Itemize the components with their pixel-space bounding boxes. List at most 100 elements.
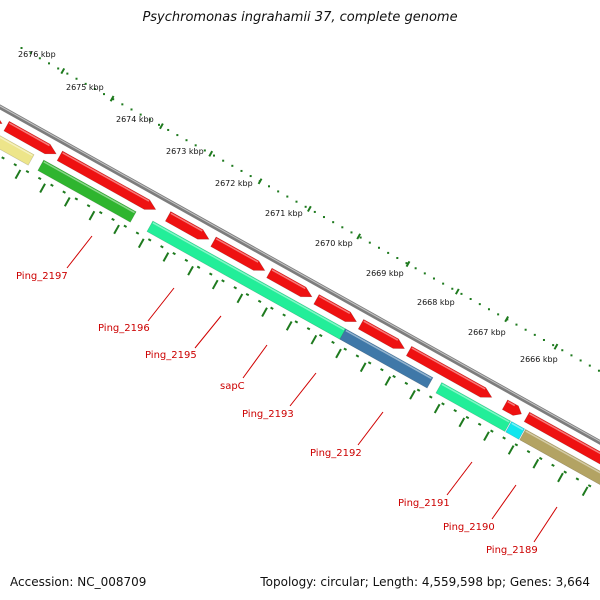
ruler-label: 2666 kbp: [520, 355, 558, 364]
inner-tick-dot: [477, 422, 482, 426]
gene-label: Ping_2192: [310, 448, 362, 459]
gene-label: Ping_2191: [398, 498, 450, 509]
accession-text: Accession: NC_008709: [10, 575, 147, 589]
ruler-dot: [570, 354, 573, 357]
forward-cds-arrow-highlight: [529, 413, 600, 455]
ruler-dot: [158, 123, 161, 126]
ruler-dot: [341, 226, 344, 229]
inner-major-tick: [557, 472, 564, 483]
gene-label-leader: [194, 315, 222, 349]
ruler-dot: [497, 313, 500, 316]
ruler-dot: [487, 308, 490, 311]
cds-bar-ping-2189: [519, 428, 600, 486]
ruler-dot: [295, 200, 298, 203]
ruler-label: 2676 kbp: [18, 50, 56, 59]
inner-tick-dot: [587, 484, 592, 488]
ruler-dot: [121, 103, 124, 106]
inner-tick-dot: [331, 340, 335, 344]
inner-major-tick: [581, 486, 589, 497]
ruler-dot: [130, 108, 133, 111]
inner-major-tick: [261, 307, 268, 317]
forward-cds-arrow-highlight: [170, 212, 203, 232]
inner-major-tick: [458, 417, 466, 428]
inner-tick-dot: [147, 238, 152, 242]
ruler-dot: [396, 257, 399, 260]
map-title: Psychromonas ingrahamii 37, complete gen…: [142, 10, 458, 25]
inner-tick-dot: [563, 470, 567, 474]
forward-cds-arrow-highlight: [507, 401, 516, 407]
ruler-dot: [148, 118, 151, 121]
forward-cds-arrow: [501, 399, 522, 416]
ruler-label: 2670 kbp: [315, 239, 353, 248]
inner-tick-dot: [184, 258, 189, 263]
backbone-highlight: [0, 105, 600, 442]
forward-cds-arrow-highlight: [215, 238, 259, 263]
inner-tick-dot: [25, 170, 30, 174]
cds-bar-ping-2191: [435, 382, 512, 432]
inner-tick-dot: [416, 388, 421, 392]
ruler-dot: [524, 328, 527, 331]
inner-major-tick: [507, 445, 515, 455]
gene-labels: Ping_2197 Ping_2196 Ping_2195 sapC Ping_2193…: [16, 235, 558, 556]
ruler-dot: [451, 287, 454, 290]
ruler-dot: [533, 333, 536, 336]
forward-cds-arrow: [405, 345, 493, 398]
ruler-dot: [240, 169, 243, 172]
ruler-dot: [185, 139, 188, 142]
ruler-major-tick: [504, 316, 509, 323]
cds-bar-ping-2191-highlight: [441, 383, 510, 423]
inner-tick-dot: [257, 299, 262, 303]
ruler-dot: [194, 144, 197, 147]
forward-cds-arrow: [3, 120, 57, 155]
inner-major-tick: [63, 197, 71, 207]
inner-tick-dot: [282, 313, 286, 317]
ruler-ticks: [20, 47, 600, 372]
gene-label-leader: [289, 372, 317, 407]
gene-label-leader: [357, 411, 384, 446]
ruler-dot: [38, 57, 41, 60]
ruler-dot: [359, 236, 362, 239]
ruler-major-tick: [257, 178, 263, 185]
ruler-dot: [442, 282, 445, 285]
inner-tick-dot: [404, 381, 409, 385]
inner-major-tick: [137, 238, 145, 249]
forward-strand-features: [0, 119, 600, 465]
inner-tick-dot: [367, 361, 372, 365]
inner-major-tick: [532, 458, 540, 469]
ruler-dot: [267, 185, 270, 188]
ruler-label: 2671 kbp: [265, 209, 303, 218]
ruler-dot: [597, 369, 600, 372]
ruler-label: 2673 kbp: [166, 147, 204, 156]
forward-cds-arrow-highlight: [318, 295, 351, 315]
forward-cds-arrow: [0, 119, 3, 124]
inner-tick-dot: [453, 409, 457, 413]
ruler-dot: [469, 298, 472, 301]
inner-major-tick: [384, 376, 392, 386]
inner-tick-dot: [526, 450, 531, 454]
inner-tick-dot: [62, 190, 66, 194]
ruler-dot: [350, 231, 353, 234]
inner-major-tick: [187, 265, 194, 276]
inner-tick-dot: [37, 176, 42, 181]
ruler-dot: [322, 216, 325, 219]
gene-label-leader: [147, 287, 175, 322]
inner-tick-dot: [221, 279, 225, 283]
ruler-dot: [286, 195, 289, 198]
ruler-dot: [20, 47, 23, 50]
inner-tick-dot: [538, 456, 543, 461]
ruler-label: 2674 kbp: [116, 115, 154, 124]
inner-tick-dot: [380, 368, 384, 372]
gene-label-leader: [533, 506, 558, 543]
ruler-dot: [29, 52, 32, 55]
gene-label: Ping_2196: [98, 323, 150, 334]
gene-label: Ping_2197: [16, 271, 68, 282]
inner-tick-dot: [465, 415, 470, 420]
ruler-label: 2667 kbp: [468, 328, 506, 337]
cds-bar-ping-2192-highlight: [345, 329, 432, 380]
inner-tick-dot: [318, 333, 323, 338]
inner-tick-dot: [74, 197, 79, 201]
ruler-dot: [93, 87, 96, 90]
inner-major-tick: [39, 183, 46, 193]
inner-major-tick: [359, 362, 367, 373]
ruler-dot: [414, 267, 417, 270]
